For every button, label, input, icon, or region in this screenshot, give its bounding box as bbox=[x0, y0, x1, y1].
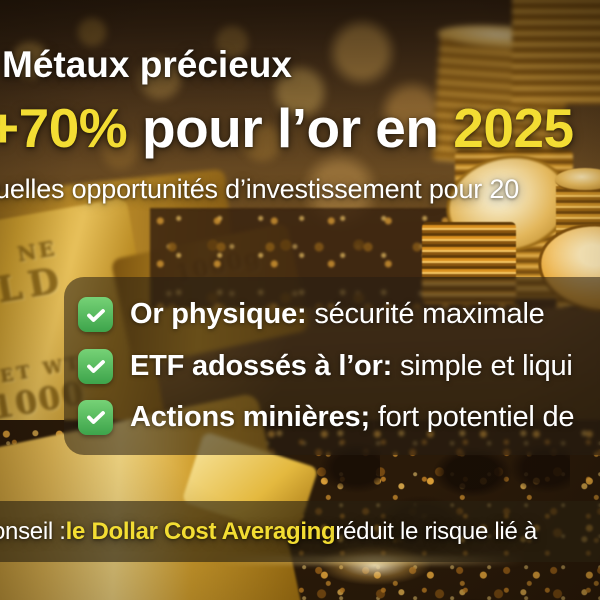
coin-top bbox=[554, 168, 600, 192]
key-points-panel: Or physique: sécurité maximale ETF adoss… bbox=[64, 277, 600, 455]
list-item: ETF adossés à l’or: simple et liqui bbox=[78, 348, 600, 384]
headline-middle: pour l’or en bbox=[141, 97, 439, 159]
headline: +70% pour l’or en 2025 bbox=[0, 96, 574, 160]
tip-suffix: réduit le risque lié à bbox=[335, 517, 537, 545]
list-item: Or physique: sécurité maximale bbox=[78, 297, 600, 333]
page-title: Métaux précieux bbox=[2, 44, 292, 85]
tip-banner: onseil : le Dollar Cost Averaging réduit… bbox=[0, 501, 600, 562]
check-icon bbox=[78, 399, 113, 435]
headline-percentage: +70% bbox=[0, 97, 128, 159]
subtitle: uelles opportunités d’investissement pou… bbox=[0, 174, 520, 204]
list-item-text: ETF adossés à l’or: simple et liqui bbox=[130, 349, 573, 382]
list-item-text: Or physique: sécurité maximale bbox=[130, 298, 545, 331]
list-item: Actions minières; fort potentiel de bbox=[78, 399, 600, 435]
tip-highlight: le Dollar Cost Averaging bbox=[65, 517, 336, 545]
tip-prefix: onseil : bbox=[0, 517, 66, 545]
check-icon bbox=[78, 297, 113, 333]
top-shade-overlay bbox=[0, 0, 600, 170]
headline-year: 2025 bbox=[453, 97, 574, 159]
list-item-text: Actions minières; fort potentiel de bbox=[130, 400, 575, 433]
check-icon bbox=[78, 348, 113, 384]
